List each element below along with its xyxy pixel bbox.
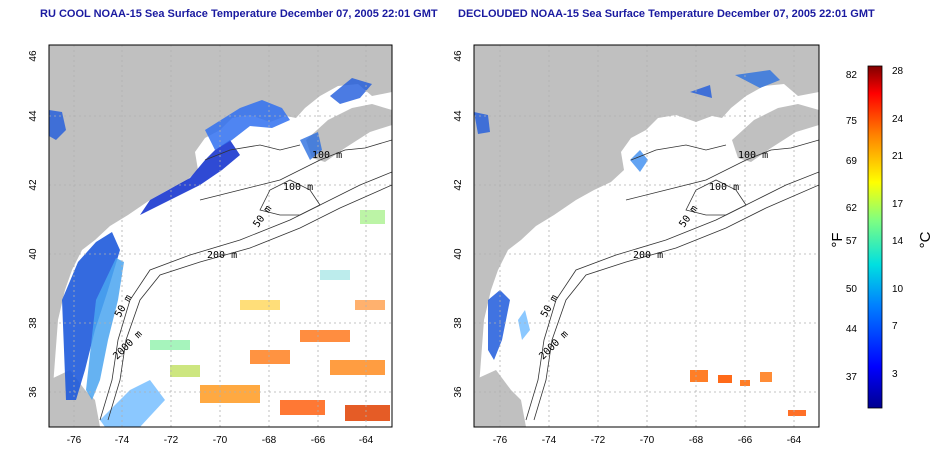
left-lon-76: -76 <box>67 435 82 446</box>
right-lat-ticks: 46 44 42 40 38 36 <box>453 50 464 398</box>
right-lon-72: -72 <box>591 435 606 446</box>
left-label-100m-2: 100 m <box>283 182 313 193</box>
right-map-frame <box>473 44 820 428</box>
cb-c-21: 21 <box>892 151 904 162</box>
cb-f-69: 69 <box>846 156 858 167</box>
cb-f-82: 82 <box>846 70 858 81</box>
right-warm-patches <box>690 370 806 416</box>
left-lon-68: -68 <box>262 435 277 446</box>
right-lat-36: 36 <box>453 386 464 398</box>
left-isobaths <box>99 139 392 421</box>
left-lon-70: -70 <box>213 435 228 446</box>
left-lon-66: -66 <box>311 435 326 446</box>
left-lon-ticks: -76 -74 -72 -70 -68 -66 -64 <box>67 435 374 446</box>
cb-c-17: 17 <box>892 199 904 210</box>
right-isobaths <box>525 139 819 421</box>
left-lon-64: -64 <box>359 435 374 446</box>
left-label-100m-1: 100 m <box>312 150 342 161</box>
right-lon-64: -64 <box>787 435 802 446</box>
cb-f-57: 57 <box>846 236 858 247</box>
left-map-title: RU COOL NOAA-15 Sea Surface Temperature … <box>40 8 438 20</box>
cb-f-37: 37 <box>846 372 858 383</box>
left-lat-ticks: 46 44 42 40 38 36 <box>28 50 39 398</box>
right-label-100m-1: 100 m <box>738 150 768 161</box>
cb-f-75: 75 <box>846 116 858 127</box>
cb-c-3: 3 <box>892 369 898 380</box>
cb-c-10: 10 <box>892 284 904 295</box>
cb-f-50: 50 <box>846 284 858 295</box>
right-lon-68: -68 <box>689 435 704 446</box>
right-lat-38: 38 <box>453 317 464 329</box>
left-map-frame <box>48 44 393 428</box>
left-lon-72: -72 <box>164 435 179 446</box>
cb-f-44: 44 <box>846 324 858 335</box>
right-land <box>474 45 819 427</box>
colorbar-celsius-unit: °C <box>917 231 934 248</box>
right-lat-44: 44 <box>453 110 464 122</box>
left-map <box>49 45 392 427</box>
left-lat-36: 36 <box>28 386 39 398</box>
left-lat-40: 40 <box>28 248 39 260</box>
left-land <box>49 45 392 427</box>
colorbar-celsius-ticks: 28 24 21 17 14 10 7 3 <box>892 66 904 380</box>
cb-c-28: 28 <box>892 66 904 77</box>
right-lon-66: -66 <box>738 435 753 446</box>
colorbar-fahrenheit-unit: °F <box>829 232 846 247</box>
right-lat-46: 46 <box>453 50 464 62</box>
right-lon-74: -74 <box>542 435 557 446</box>
right-lon-76: -76 <box>493 435 508 446</box>
left-label-200m: 200 m <box>207 250 237 261</box>
left-lat-42: 42 <box>28 179 39 191</box>
colorbar: 82 75 69 62 57 50 44 37 28 24 21 17 14 1… <box>829 65 934 409</box>
right-lat-42: 42 <box>453 179 464 191</box>
cb-c-14: 14 <box>892 236 904 247</box>
right-lon-ticks: -76 -74 -72 -70 -68 -66 -64 <box>493 435 802 446</box>
colorbar-fahrenheit-ticks: 82 75 69 62 57 50 44 37 <box>846 70 858 383</box>
right-map <box>474 45 819 427</box>
cb-c-24: 24 <box>892 114 904 125</box>
right-nova-scotia <box>732 104 819 162</box>
left-lat-38: 38 <box>28 317 39 329</box>
left-graticule <box>49 45 392 427</box>
cb-f-62: 62 <box>846 203 858 214</box>
left-lat-44: 44 <box>28 110 39 122</box>
left-lon-74: -74 <box>115 435 130 446</box>
right-lat-40: 40 <box>453 248 464 260</box>
right-graticule <box>474 45 819 427</box>
right-map-title: DECLOUDED NOAA-15 Sea Surface Temperatur… <box>458 8 875 20</box>
right-label-200m: 200 m <box>633 250 663 261</box>
colorbar-gradient <box>867 65 883 409</box>
left-nova-scotia <box>306 104 392 162</box>
cb-c-7: 7 <box>892 321 898 332</box>
right-label-100m-2: 100 m <box>709 182 739 193</box>
right-lon-70: -70 <box>640 435 655 446</box>
right-land-south <box>474 370 526 427</box>
left-lat-46: 46 <box>28 50 39 62</box>
